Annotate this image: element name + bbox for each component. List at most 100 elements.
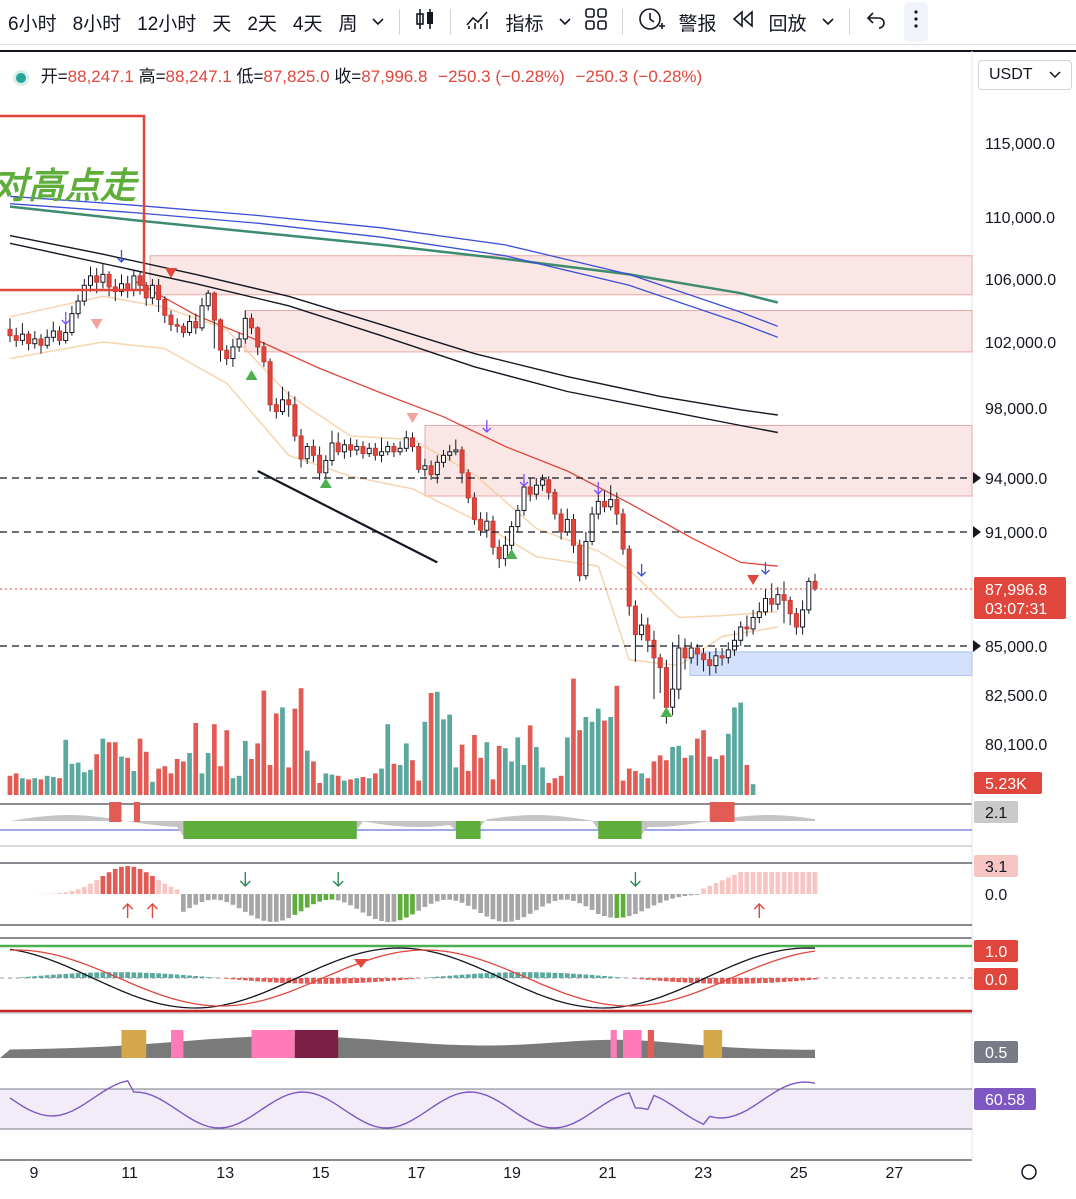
settings-gear-icon[interactable] bbox=[1021, 1164, 1037, 1180]
alarm-icon[interactable] bbox=[631, 6, 671, 38]
pane3-hist-bar bbox=[174, 974, 180, 978]
pane3-hist-bar bbox=[373, 978, 378, 982]
pane3-hist-bar bbox=[713, 978, 719, 984]
volume-bar bbox=[106, 742, 112, 795]
pane2-bar bbox=[212, 894, 217, 900]
x-tick-label: 23 bbox=[694, 1165, 712, 1182]
pane4-area bbox=[0, 1036, 815, 1058]
symbol-status-dot[interactable] bbox=[16, 72, 26, 83]
pane2-badge bbox=[974, 855, 1018, 877]
open-label: 开= bbox=[40, 67, 68, 86]
currency-value: USDT bbox=[989, 66, 1033, 83]
pane3-hist-bar bbox=[595, 975, 601, 978]
ma-line-blue-2 bbox=[9, 203, 779, 338]
interval-4d[interactable]: 4天 bbox=[292, 13, 323, 35]
pane2-bar bbox=[329, 894, 335, 900]
chevron-down-icon[interactable] bbox=[365, 11, 391, 33]
pane3-hist-bar bbox=[143, 972, 149, 978]
pane2-bar bbox=[707, 885, 713, 895]
candles-icon[interactable] bbox=[408, 7, 442, 37]
indicators-button[interactable]: 指标 bbox=[505, 13, 544, 35]
candle-body bbox=[280, 399, 285, 413]
pane1-red-block bbox=[133, 802, 141, 822]
indicator-icon[interactable] bbox=[459, 7, 497, 37]
pane3-hist-bar bbox=[162, 973, 168, 978]
undo-icon[interactable] bbox=[858, 9, 894, 35]
layout-icon[interactable] bbox=[578, 7, 614, 37]
interval-1d[interactable]: 天 bbox=[212, 13, 232, 35]
pane2-bar bbox=[243, 894, 248, 912]
candle-body bbox=[496, 546, 502, 560]
countdown-label: 03:07:31 bbox=[985, 601, 1047, 618]
interval-2d[interactable]: 2天 bbox=[247, 13, 277, 35]
volume-bar bbox=[695, 738, 700, 795]
signal-arrow-icon bbox=[593, 482, 603, 495]
currency-select[interactable]: USDT bbox=[978, 60, 1072, 90]
pane2-bar bbox=[750, 872, 756, 894]
pane2-bar bbox=[577, 894, 582, 904]
candle-body bbox=[242, 317, 248, 340]
volume-bar bbox=[373, 773, 378, 795]
volume-bar bbox=[682, 757, 688, 795]
pane2-bar bbox=[218, 894, 223, 901]
volume-bar bbox=[633, 771, 638, 795]
candle-body bbox=[317, 454, 323, 474]
alert-button[interactable]: 警报 bbox=[678, 13, 717, 35]
candle-body bbox=[453, 449, 459, 453]
annotation-text: 对高点走 bbox=[0, 165, 140, 206]
pane3-hist-bar bbox=[379, 978, 384, 982]
high-value: 88,247.1 bbox=[165, 67, 232, 86]
interval-1w[interactable]: 周 bbox=[338, 13, 358, 35]
candle-body bbox=[441, 454, 446, 463]
replay-icon[interactable] bbox=[725, 9, 761, 35]
candle-body bbox=[137, 275, 143, 286]
price-tick-label: 102,000.0 bbox=[985, 335, 1056, 352]
pane3-hist-bar bbox=[651, 978, 657, 981]
rsi-badge bbox=[974, 1088, 1036, 1110]
volume-bar bbox=[187, 753, 192, 795]
pane2-bar bbox=[75, 889, 81, 894]
pane3-hist-bar bbox=[317, 978, 322, 984]
pane2-signal-arrow-icon bbox=[239, 872, 251, 887]
pane2-bar bbox=[769, 872, 774, 894]
signal-arrow-icon bbox=[519, 474, 529, 487]
pane2-bar bbox=[441, 894, 446, 900]
pane3-hist-bar bbox=[775, 978, 781, 983]
pane2-bar bbox=[602, 894, 607, 917]
interval-6h[interactable]: 6小时 bbox=[8, 13, 57, 35]
candle-body bbox=[800, 609, 806, 628]
pane3-hist-bar bbox=[806, 978, 812, 980]
interval-12h[interactable]: 12小时 bbox=[137, 13, 197, 35]
candle-body bbox=[459, 449, 465, 474]
candle-body bbox=[174, 324, 180, 327]
volume-bar bbox=[688, 755, 694, 795]
price-tick-label: 110,000.0 bbox=[985, 210, 1055, 227]
high-label: 高= bbox=[138, 67, 166, 86]
top-toolbar: 6小时 8小时 12小时 天 2天 4天 周 指标 警报 回放 bbox=[0, 0, 1076, 45]
volume-bar bbox=[32, 778, 38, 795]
pane2-bar bbox=[236, 894, 242, 909]
pane3-hist-bar bbox=[552, 972, 558, 978]
pane4-highlight-block bbox=[703, 1030, 723, 1058]
candle-body bbox=[249, 317, 254, 329]
volume-bar bbox=[565, 737, 570, 795]
more-icon[interactable] bbox=[903, 2, 928, 42]
interval-8h[interactable]: 8小时 bbox=[72, 13, 122, 35]
volume-bar bbox=[26, 779, 31, 795]
ma-line-blue bbox=[9, 195, 779, 327]
pane3-hist-bar bbox=[119, 972, 124, 978]
candle-body bbox=[323, 460, 329, 474]
volume-bar bbox=[701, 730, 706, 795]
volume-bar bbox=[44, 775, 50, 795]
volume-bar bbox=[515, 737, 521, 795]
chevron-down-icon[interactable] bbox=[815, 11, 841, 33]
pane2-bar bbox=[639, 894, 644, 912]
replay-button[interactable]: 回放 bbox=[768, 13, 807, 35]
x-tick-label: 9 bbox=[30, 1165, 39, 1182]
pane3-hist-bar bbox=[750, 978, 756, 984]
candle-body bbox=[515, 509, 521, 528]
pane3-hist-bar bbox=[168, 974, 174, 978]
candle-body bbox=[750, 617, 756, 630]
chevron-down-icon[interactable] bbox=[552, 11, 578, 33]
